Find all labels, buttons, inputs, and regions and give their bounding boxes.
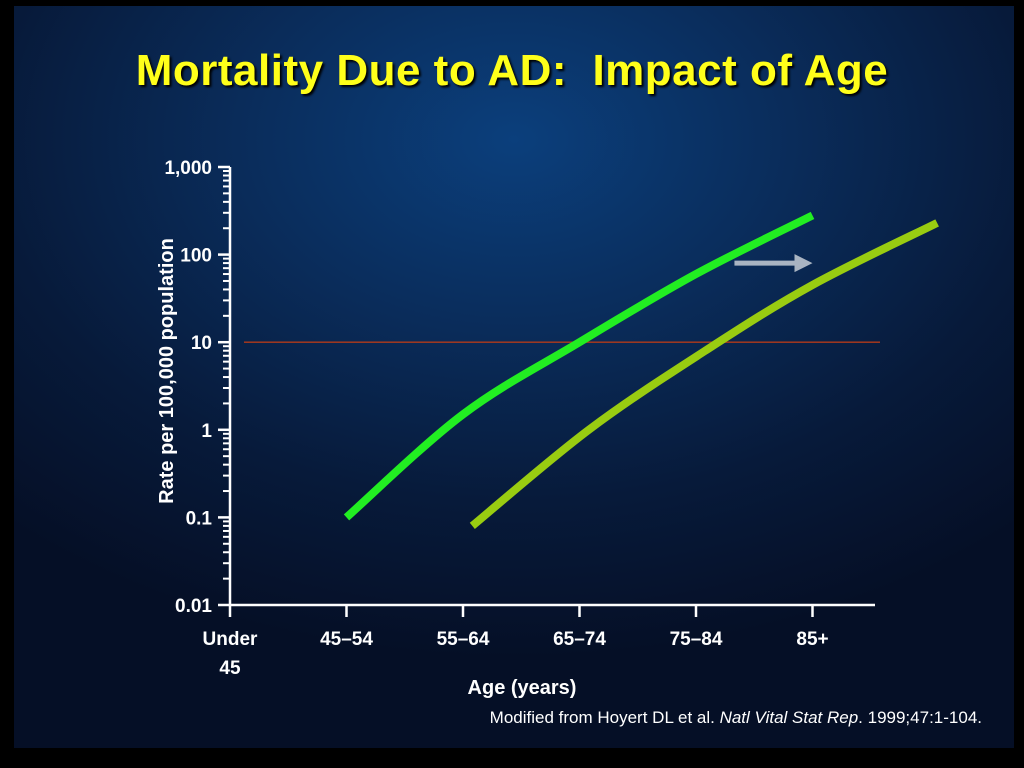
shift-arrow-head: [794, 254, 813, 273]
x-axis-title: Age (years): [468, 677, 577, 699]
citation: Modified from Hoyert DL et al. Natl Vita…: [490, 708, 982, 728]
citation-journal: Natl Vital Stat Rep: [719, 708, 859, 727]
y-tick-label: 100: [180, 246, 212, 267]
y-axis-title: Rate per 100,000 population: [156, 238, 178, 504]
x-tick-label: 65–74: [553, 629, 606, 650]
page-title: Mortality Due to AD: Impact of Age: [135, 46, 889, 95]
citation-suffix: . 1999;47:1-104.: [858, 708, 982, 727]
series-line-2: [469, 219, 939, 529]
y-tick-label: 10: [191, 333, 212, 354]
y-tick-label: 0.1: [186, 508, 213, 529]
y-axis-ticks: [218, 165, 814, 617]
chart-labels: 0.01 0.1 1 10 100 1,000 Under 45 45–54 55–64 65–74…: [156, 158, 829, 699]
citation-prefix: Modified from Hoyert DL et al.: [489, 708, 720, 727]
series-line-1: [343, 211, 815, 521]
y-tick-label: 1: [201, 421, 212, 442]
x-tick-label: Under: [203, 629, 259, 650]
x-tick-label: 45: [219, 658, 241, 679]
x-tick-label: 85+: [796, 629, 828, 650]
chart-series: [244, 211, 939, 529]
x-tick-label: 55–64: [437, 629, 490, 650]
y-tick-label: 1,000: [164, 158, 212, 179]
y-tick-label: 0.01: [175, 596, 212, 617]
x-tick-label: 75–84: [670, 629, 723, 650]
chart-axes: [228, 167, 875, 607]
x-tick-label: 45–54: [320, 629, 373, 650]
